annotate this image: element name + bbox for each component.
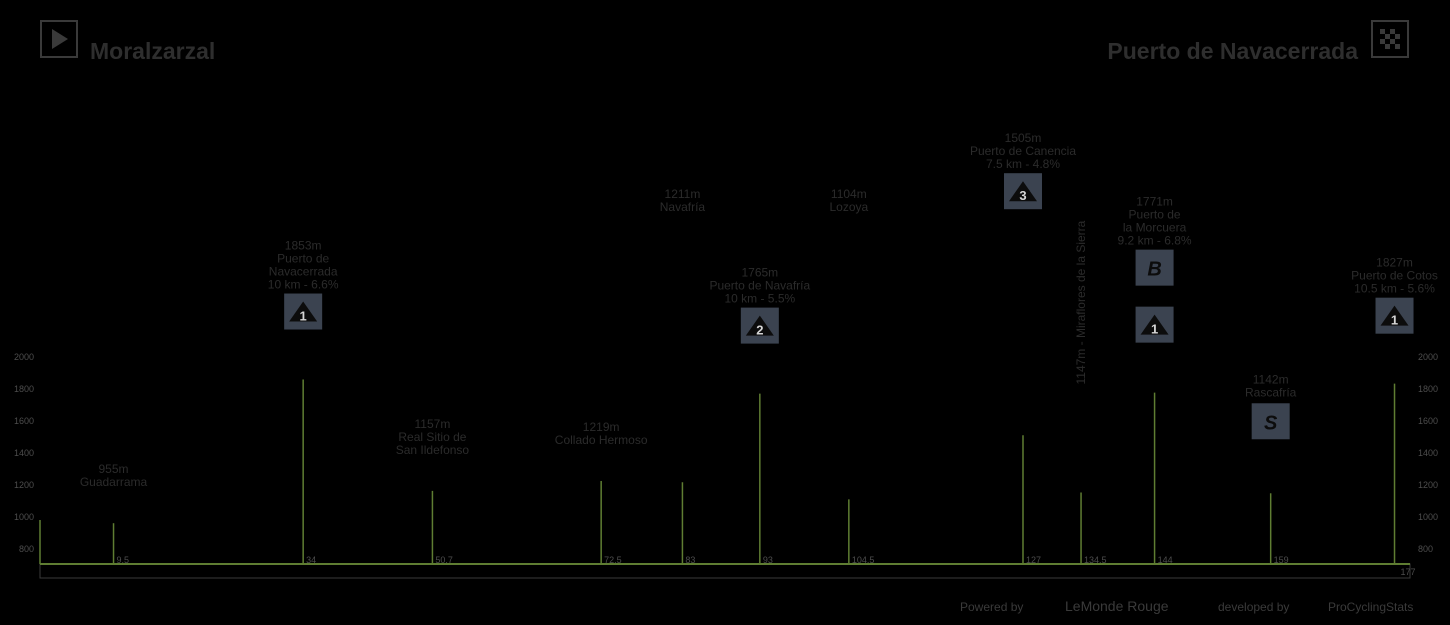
waypoint-label: 1157m bbox=[415, 417, 451, 431]
y-tick-left: 1800 bbox=[14, 384, 34, 394]
waypoint-label: 1505m bbox=[1005, 131, 1042, 145]
waypoint-label: Puerto de bbox=[1129, 208, 1181, 222]
x-end-label: 177 bbox=[1401, 567, 1416, 577]
bonus-icon: B bbox=[1147, 259, 1161, 281]
km-marker: 127 bbox=[1026, 555, 1041, 565]
waypoint-label: 955m bbox=[99, 462, 129, 476]
y-tick-right: 1600 bbox=[1418, 416, 1438, 426]
climb-category: 1 bbox=[1391, 313, 1398, 328]
km-marker: 104.5 bbox=[852, 555, 875, 565]
mountain-icon bbox=[1008, 181, 1037, 202]
waypoint-label: Lozoya bbox=[829, 200, 868, 214]
waypoint-label: 10 km - 6.6% bbox=[268, 278, 339, 292]
y-tick-left: 1200 bbox=[14, 480, 34, 490]
waypoint-label: Navacerrada bbox=[269, 265, 338, 279]
y-tick-right: 2000 bbox=[1418, 352, 1438, 362]
waypoint-label: Guadarrama bbox=[80, 475, 148, 489]
play-flag-icon bbox=[40, 20, 78, 58]
waypoint-label: 1853m bbox=[285, 239, 322, 253]
waypoint-label: 10 km - 5.5% bbox=[724, 292, 795, 306]
sprint-badge bbox=[1251, 403, 1290, 440]
waypoint-label: San Ildefonso bbox=[396, 443, 470, 457]
y-tick-right: 1000 bbox=[1418, 512, 1438, 522]
y-tick-right: 1400 bbox=[1418, 448, 1438, 458]
sprint-icon: S bbox=[1264, 412, 1278, 434]
waypoint-label: 1827m bbox=[1376, 256, 1413, 270]
start-location: Moralzarzal bbox=[90, 38, 216, 64]
waypoint-label: Puerto de bbox=[277, 252, 329, 266]
waypoint-label: 1219m bbox=[583, 420, 620, 434]
powered-by-label: Powered by bbox=[960, 600, 1024, 614]
mountain-icon bbox=[745, 315, 774, 336]
km-marker: 159 bbox=[1274, 555, 1289, 565]
climb-category: 2 bbox=[756, 323, 763, 338]
km-marker: 93 bbox=[763, 555, 773, 565]
km-marker: 83 bbox=[685, 555, 695, 565]
bonus-badge bbox=[1135, 249, 1174, 286]
waypoint-label: 7.5 km - 4.8% bbox=[986, 157, 1060, 171]
waypoint-label: 1771m bbox=[1136, 195, 1173, 209]
mountain-icon bbox=[289, 301, 318, 322]
brand-logo-text: LeMonde Rouge bbox=[1065, 598, 1169, 614]
y-tick-left: 800 bbox=[19, 544, 34, 554]
x-axis-bar bbox=[39, 563, 1411, 579]
climb-category: 1 bbox=[300, 309, 307, 324]
mountain-icon bbox=[1380, 305, 1409, 326]
y-tick-left: 2000 bbox=[14, 352, 34, 362]
km-marker: 144 bbox=[1158, 555, 1173, 565]
mountain-icon bbox=[1140, 314, 1169, 335]
climb-category: 3 bbox=[1019, 188, 1026, 203]
waypoint-label: 1211m bbox=[665, 187, 701, 201]
km-marker: 34 bbox=[306, 555, 316, 565]
y-tick-left: 1600 bbox=[14, 416, 34, 426]
waypoint-label: 9.2 km - 6.8% bbox=[1118, 234, 1192, 248]
waypoint-label: Rascafría bbox=[1245, 385, 1297, 399]
waypoint-label: Navafría bbox=[660, 200, 706, 214]
km-marker: 50.7 bbox=[435, 555, 453, 565]
waypoint-label: Collado Hermoso bbox=[555, 433, 648, 447]
y-tick-left: 1400 bbox=[14, 448, 34, 458]
km-marker: 72.5 bbox=[604, 555, 622, 565]
finish-location: Puerto de Navacerrada bbox=[1107, 38, 1358, 64]
y-tick-right: 1200 bbox=[1418, 480, 1438, 490]
km-marker: 9.5 bbox=[117, 555, 130, 565]
waypoint-label: 10.5 km - 5.6% bbox=[1354, 282, 1435, 296]
waypoint-label: Puerto de Canencia bbox=[970, 144, 1076, 158]
y-tick-right: 800 bbox=[1418, 544, 1433, 554]
waypoint-label: 1147m - Miraflores de la Sierra bbox=[1074, 220, 1088, 384]
y-tick-left: 1000 bbox=[14, 512, 34, 522]
waypoint-label: 1142m bbox=[1253, 372, 1289, 386]
developed-by-label: developed by bbox=[1218, 600, 1290, 614]
waypoint-label: Real Sitio de bbox=[398, 430, 466, 444]
climb-category: 1 bbox=[1151, 322, 1158, 337]
y-tick-right: 1800 bbox=[1418, 384, 1438, 394]
waypoint-label: 1765m bbox=[741, 266, 778, 280]
waypoint-label: 1104m bbox=[831, 187, 867, 201]
km-marker: 134.5 bbox=[1084, 555, 1107, 565]
checkered-flag-icon bbox=[1371, 20, 1409, 58]
credit-label: ProCyclingStats bbox=[1328, 600, 1414, 614]
waypoint-label: la Morcuera bbox=[1123, 221, 1187, 235]
waypoint-label: Puerto de Cotos bbox=[1351, 269, 1438, 283]
waypoint-label: Puerto de Navafría bbox=[709, 279, 810, 293]
